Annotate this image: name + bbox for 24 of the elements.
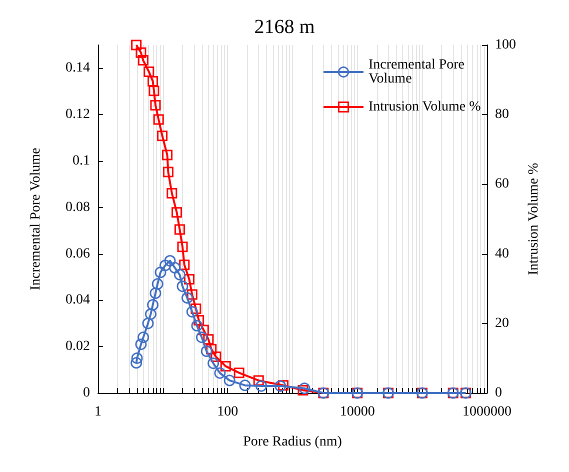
y2-tick-label: 60 xyxy=(495,176,509,192)
y-tick-label: 0.1 xyxy=(72,154,90,168)
y-axis-title: Incremental Pore Volume xyxy=(28,148,44,290)
y-tick-label: 0.06 xyxy=(66,246,90,262)
y-tick-label: 0.08 xyxy=(66,200,90,215)
chart-title: 2168 m xyxy=(254,16,316,38)
y2-tick-label: 100 xyxy=(495,38,516,52)
y2-axis-title: Intrusion Volume % xyxy=(526,162,542,276)
legend-label: Intrusion Volume % xyxy=(368,100,482,114)
y-tick-label: 0 xyxy=(83,386,90,400)
y-tick-label: 0.02 xyxy=(66,339,90,354)
y2-tick-label: 80 xyxy=(495,107,509,122)
y-tick-label: 0.12 xyxy=(66,107,90,122)
x-tick-label: 1000000 xyxy=(462,404,512,420)
y-tick-label: 0.04 xyxy=(66,292,90,308)
x-tick-label: 1 xyxy=(94,404,102,420)
legend-label: Incremental Pore Volume xyxy=(368,58,468,86)
x-axis-title: Pore Radius (nm) xyxy=(243,434,342,450)
y-tick-label: 0.14 xyxy=(66,60,90,76)
x-tick-label: 100 xyxy=(217,404,238,420)
y2-tick-label: 20 xyxy=(495,316,509,331)
x-tick-label: 10000 xyxy=(340,404,375,420)
y2-tick-label: 0 xyxy=(495,386,502,400)
y2-tick-label: 40 xyxy=(495,246,509,262)
